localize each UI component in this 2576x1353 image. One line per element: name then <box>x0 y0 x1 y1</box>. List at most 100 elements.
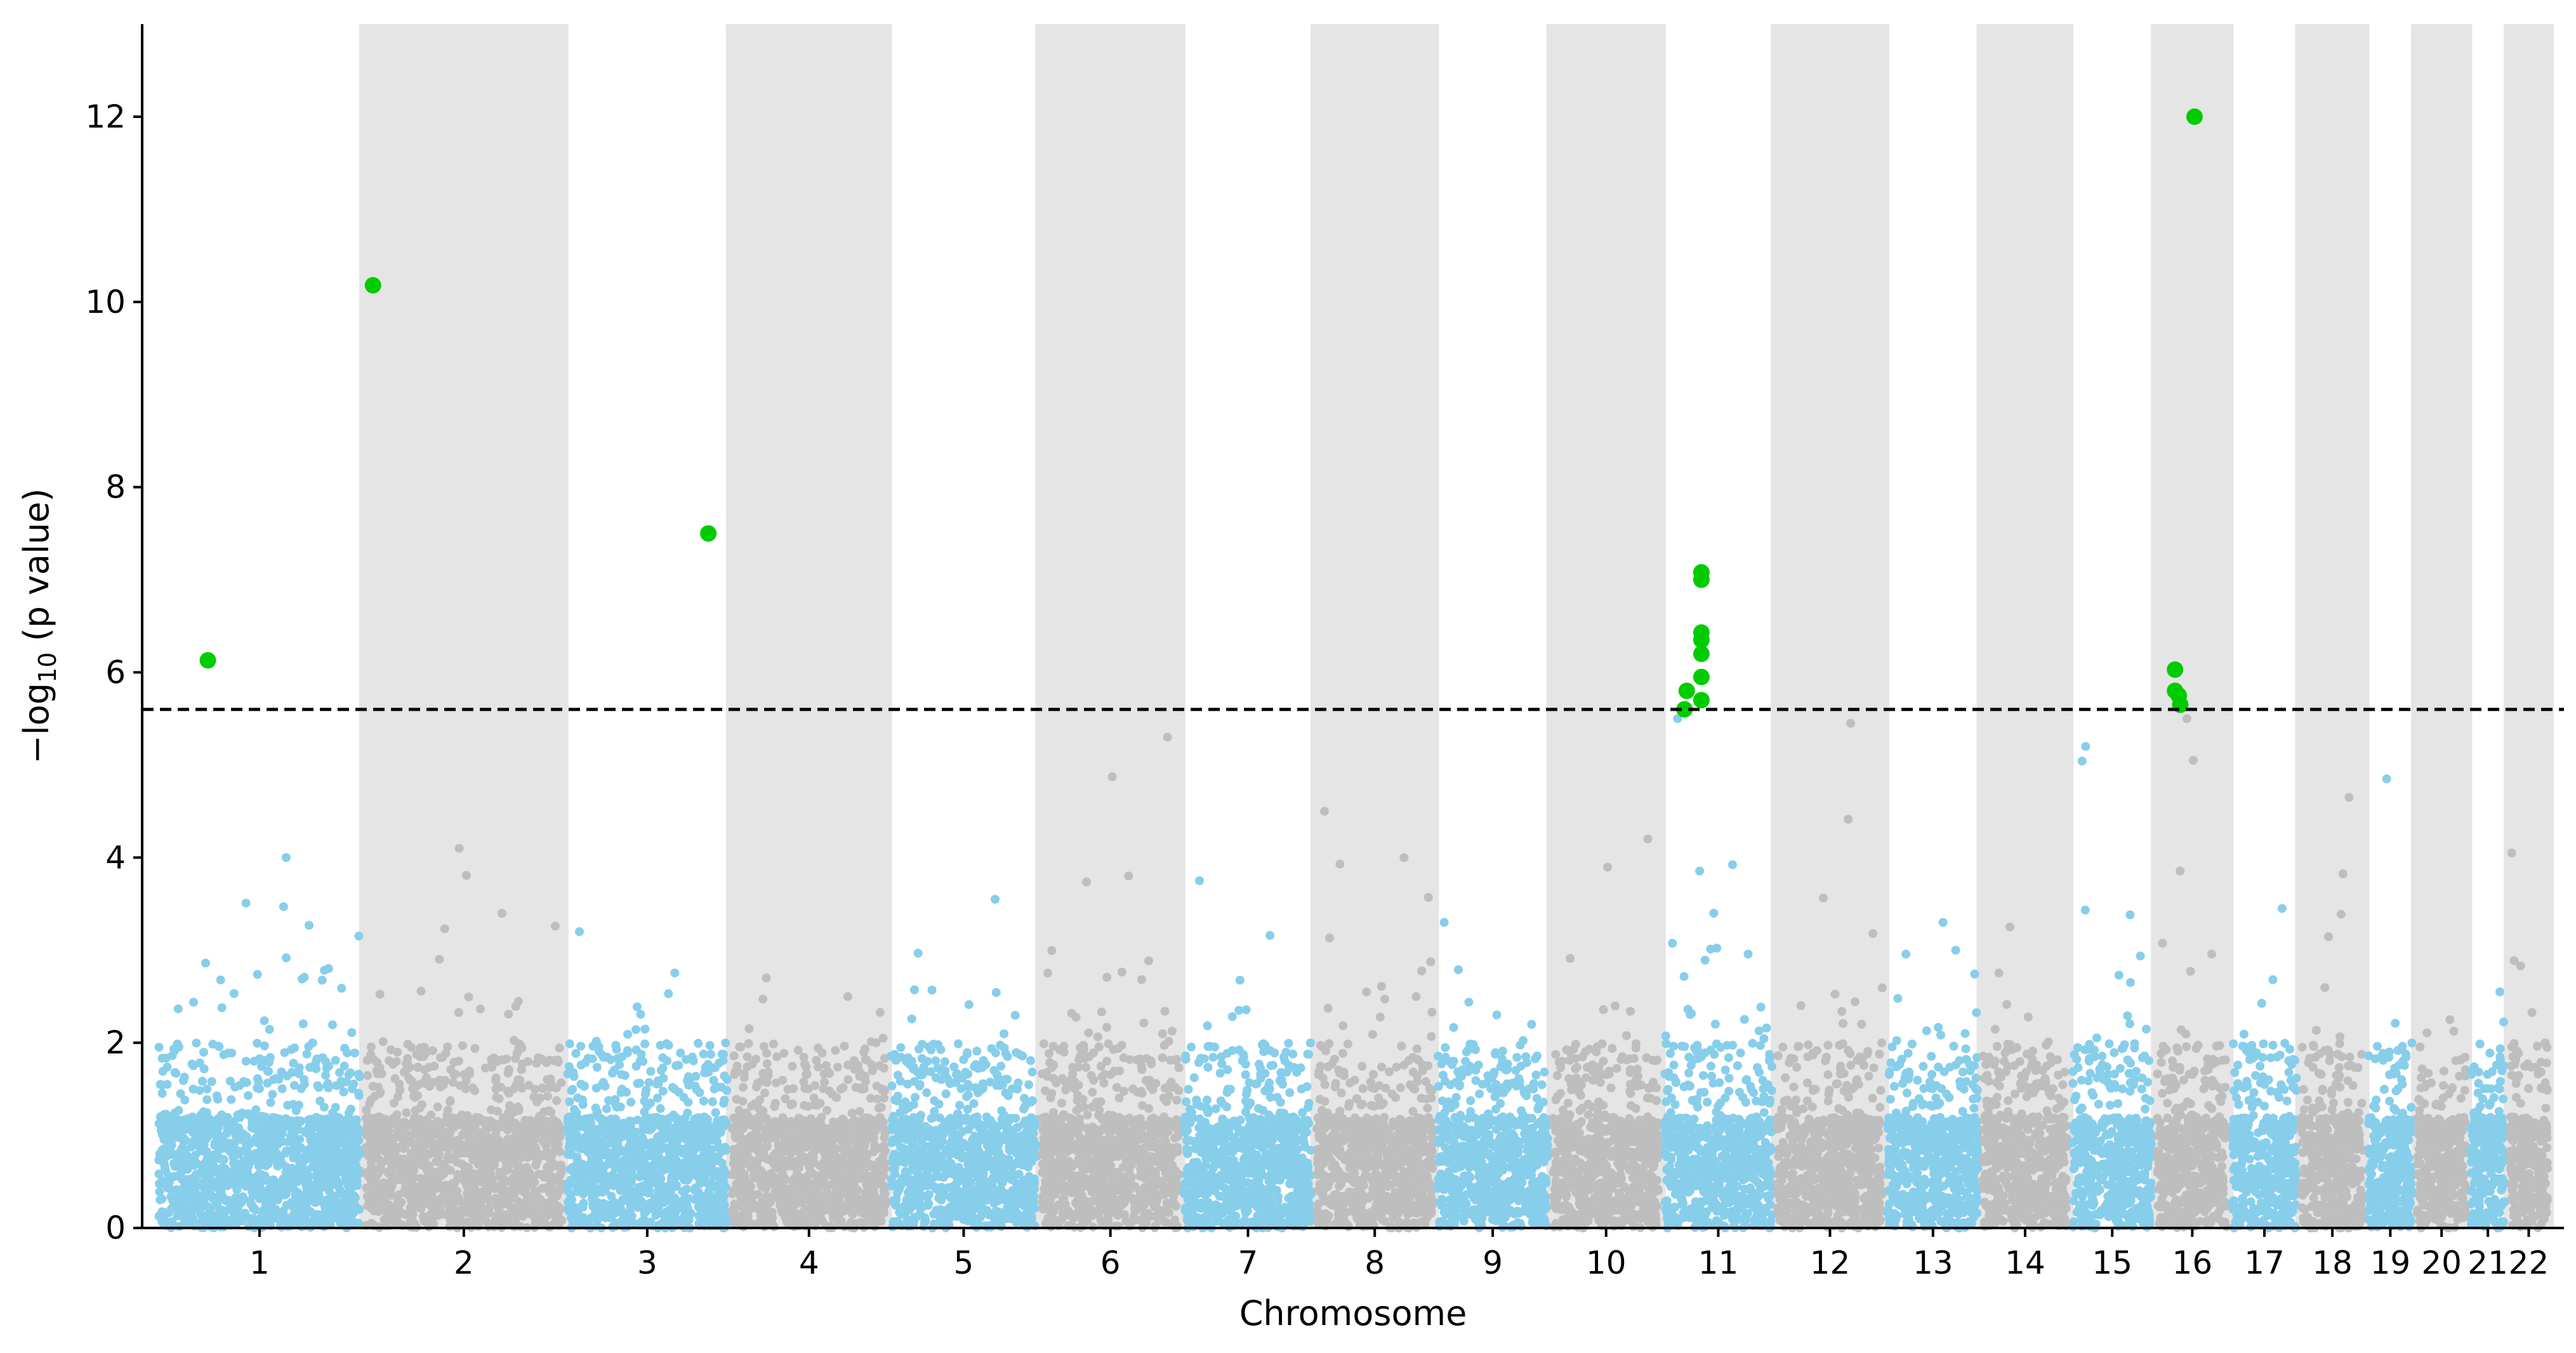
snp-point <box>498 909 506 918</box>
snp-point <box>779 1048 789 1058</box>
snp-point <box>803 1158 812 1167</box>
snp-point <box>482 1189 491 1198</box>
snp-point <box>628 1201 638 1211</box>
snp-point <box>350 1193 360 1203</box>
snp-point <box>277 1116 286 1126</box>
snp-point <box>576 1159 585 1169</box>
snp-point <box>402 1108 411 1118</box>
snp-point <box>770 1099 780 1108</box>
snp-point <box>422 1199 432 1208</box>
snp-point <box>618 1085 626 1094</box>
snp-point <box>616 1185 625 1195</box>
snp-point <box>709 1063 718 1072</box>
snp-point <box>404 1188 413 1198</box>
snp-point <box>505 1101 514 1111</box>
snp-point <box>415 1114 425 1124</box>
snp-point <box>843 1075 853 1085</box>
snp-point <box>473 1127 483 1137</box>
snp-point <box>413 1062 423 1072</box>
snp-point <box>778 1076 788 1085</box>
snp-point <box>781 1094 790 1104</box>
snp-point <box>251 1105 261 1114</box>
snp-point <box>623 1029 632 1039</box>
snp-point <box>239 1173 248 1182</box>
snp-point <box>748 1059 757 1069</box>
snp-point <box>352 1177 362 1186</box>
snp-point <box>626 1097 636 1107</box>
snp-point <box>416 1043 425 1053</box>
snp-point <box>350 1139 359 1149</box>
snp-point <box>394 1190 404 1199</box>
snp-point <box>564 1206 573 1215</box>
chromosome-band-8 <box>1310 24 1439 1228</box>
snp-point <box>670 1085 679 1094</box>
snp-point <box>684 1097 693 1107</box>
snp-point <box>772 1118 782 1127</box>
snp-point <box>218 1136 227 1145</box>
snp-point <box>494 1215 503 1225</box>
snp-point <box>267 1198 277 1207</box>
snp-point <box>172 1194 182 1203</box>
snp-point <box>273 1161 282 1171</box>
snp-point <box>658 1064 668 1073</box>
snp-point <box>676 1048 685 1058</box>
snp-point <box>337 1157 347 1166</box>
snp-point <box>413 1140 423 1149</box>
snp-point <box>268 1090 277 1099</box>
snp-point <box>662 1039 671 1048</box>
snp-point <box>718 1179 728 1189</box>
snp-point <box>441 1048 451 1058</box>
snp-point <box>392 1057 401 1066</box>
snp-point <box>618 1173 628 1182</box>
snp-point <box>653 1132 663 1142</box>
snp-point <box>592 1062 602 1072</box>
snp-point <box>440 924 449 934</box>
snp-point <box>282 1201 291 1210</box>
snp-point <box>669 1177 678 1186</box>
snp-point <box>368 1081 378 1091</box>
snp-point <box>586 1184 596 1194</box>
snp-point <box>822 1196 832 1205</box>
snp-point <box>303 1129 312 1138</box>
snp-point <box>713 1197 723 1206</box>
snp-point <box>553 1055 562 1065</box>
snp-point <box>303 1188 313 1198</box>
snp-point <box>568 1085 578 1094</box>
snp-point <box>517 1152 527 1161</box>
snp-point <box>304 1042 314 1051</box>
snp-point <box>482 1159 491 1168</box>
snp-point <box>684 1163 694 1172</box>
snp-point <box>412 1158 421 1168</box>
snp-point <box>766 1169 776 1178</box>
snp-point <box>321 1071 330 1080</box>
snp-point <box>502 1054 511 1064</box>
snp-point <box>504 1088 513 1098</box>
snp-point <box>472 1196 481 1205</box>
snp-point <box>445 1126 454 1135</box>
snp-point <box>613 1053 623 1063</box>
snp-point <box>813 1207 822 1217</box>
snp-point <box>858 1173 868 1182</box>
snp-point <box>520 1117 530 1126</box>
snp-point <box>305 921 314 930</box>
snp-point <box>287 1126 297 1136</box>
snp-point <box>347 1028 357 1037</box>
snp-point <box>699 1096 708 1106</box>
snp-point <box>491 1085 501 1093</box>
snp-point <box>362 1192 372 1201</box>
snp-point <box>279 902 288 911</box>
snp-point <box>579 1198 588 1208</box>
snp-point <box>448 1178 458 1188</box>
snp-point <box>354 1091 364 1100</box>
snp-point <box>518 1059 527 1069</box>
snp-point <box>165 1177 174 1187</box>
snp-point <box>263 1159 273 1169</box>
snp-point <box>455 1149 465 1158</box>
snp-point <box>796 1194 806 1203</box>
snp-point <box>249 1213 258 1223</box>
snp-point <box>454 1057 463 1066</box>
snp-point <box>524 1167 533 1177</box>
snp-point <box>503 1165 512 1175</box>
snp-point <box>254 1084 264 1093</box>
